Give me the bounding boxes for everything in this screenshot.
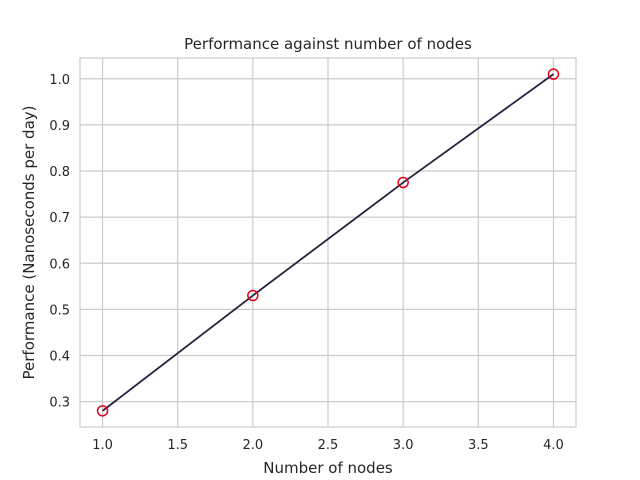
data-point-marker [96, 405, 109, 417]
x-tick-labels: 1.0 1.5 2.0 2.5 3.0 3.5 4.0 [92, 438, 564, 453]
data-point-marker [397, 176, 409, 189]
x-tick-label: 3.5 [468, 438, 489, 453]
y-tick-label: 0.4 [49, 350, 70, 365]
data-point-marker [247, 289, 259, 302]
series-line [101, 73, 554, 412]
y-tick-label: 0.3 [49, 396, 70, 411]
y-tick-label: 0.8 [49, 165, 70, 180]
grid-lines [80, 58, 576, 427]
x-tick-label: 2.0 [243, 438, 264, 453]
y-axis-label: Performance (Nanoseconds per day) [20, 106, 38, 380]
y-tick-label: 0.5 [49, 303, 70, 318]
x-tick-label: 4.0 [543, 438, 564, 453]
y-tick-label: 0.7 [49, 211, 70, 226]
y-tick-label: 1.0 [49, 73, 70, 88]
x-tick-label: 1.0 [92, 438, 113, 453]
x-tick-label: 1.5 [167, 438, 188, 453]
y-tick-labels: 0.3 0.4 0.5 0.6 0.7 0.8 0.9 1.0 [49, 73, 70, 411]
chart-title: Performance against number of nodes [184, 35, 472, 53]
x-tick-label: 3.0 [393, 438, 414, 453]
plot-area-frame [79, 57, 577, 428]
x-tick-label: 2.5 [318, 438, 339, 453]
y-tick-label: 0.9 [49, 119, 70, 134]
y-tick-label: 0.6 [49, 257, 70, 272]
data-point-marker [547, 68, 560, 80]
series-layer [96, 68, 560, 417]
x-axis-label: Number of nodes [263, 459, 393, 477]
